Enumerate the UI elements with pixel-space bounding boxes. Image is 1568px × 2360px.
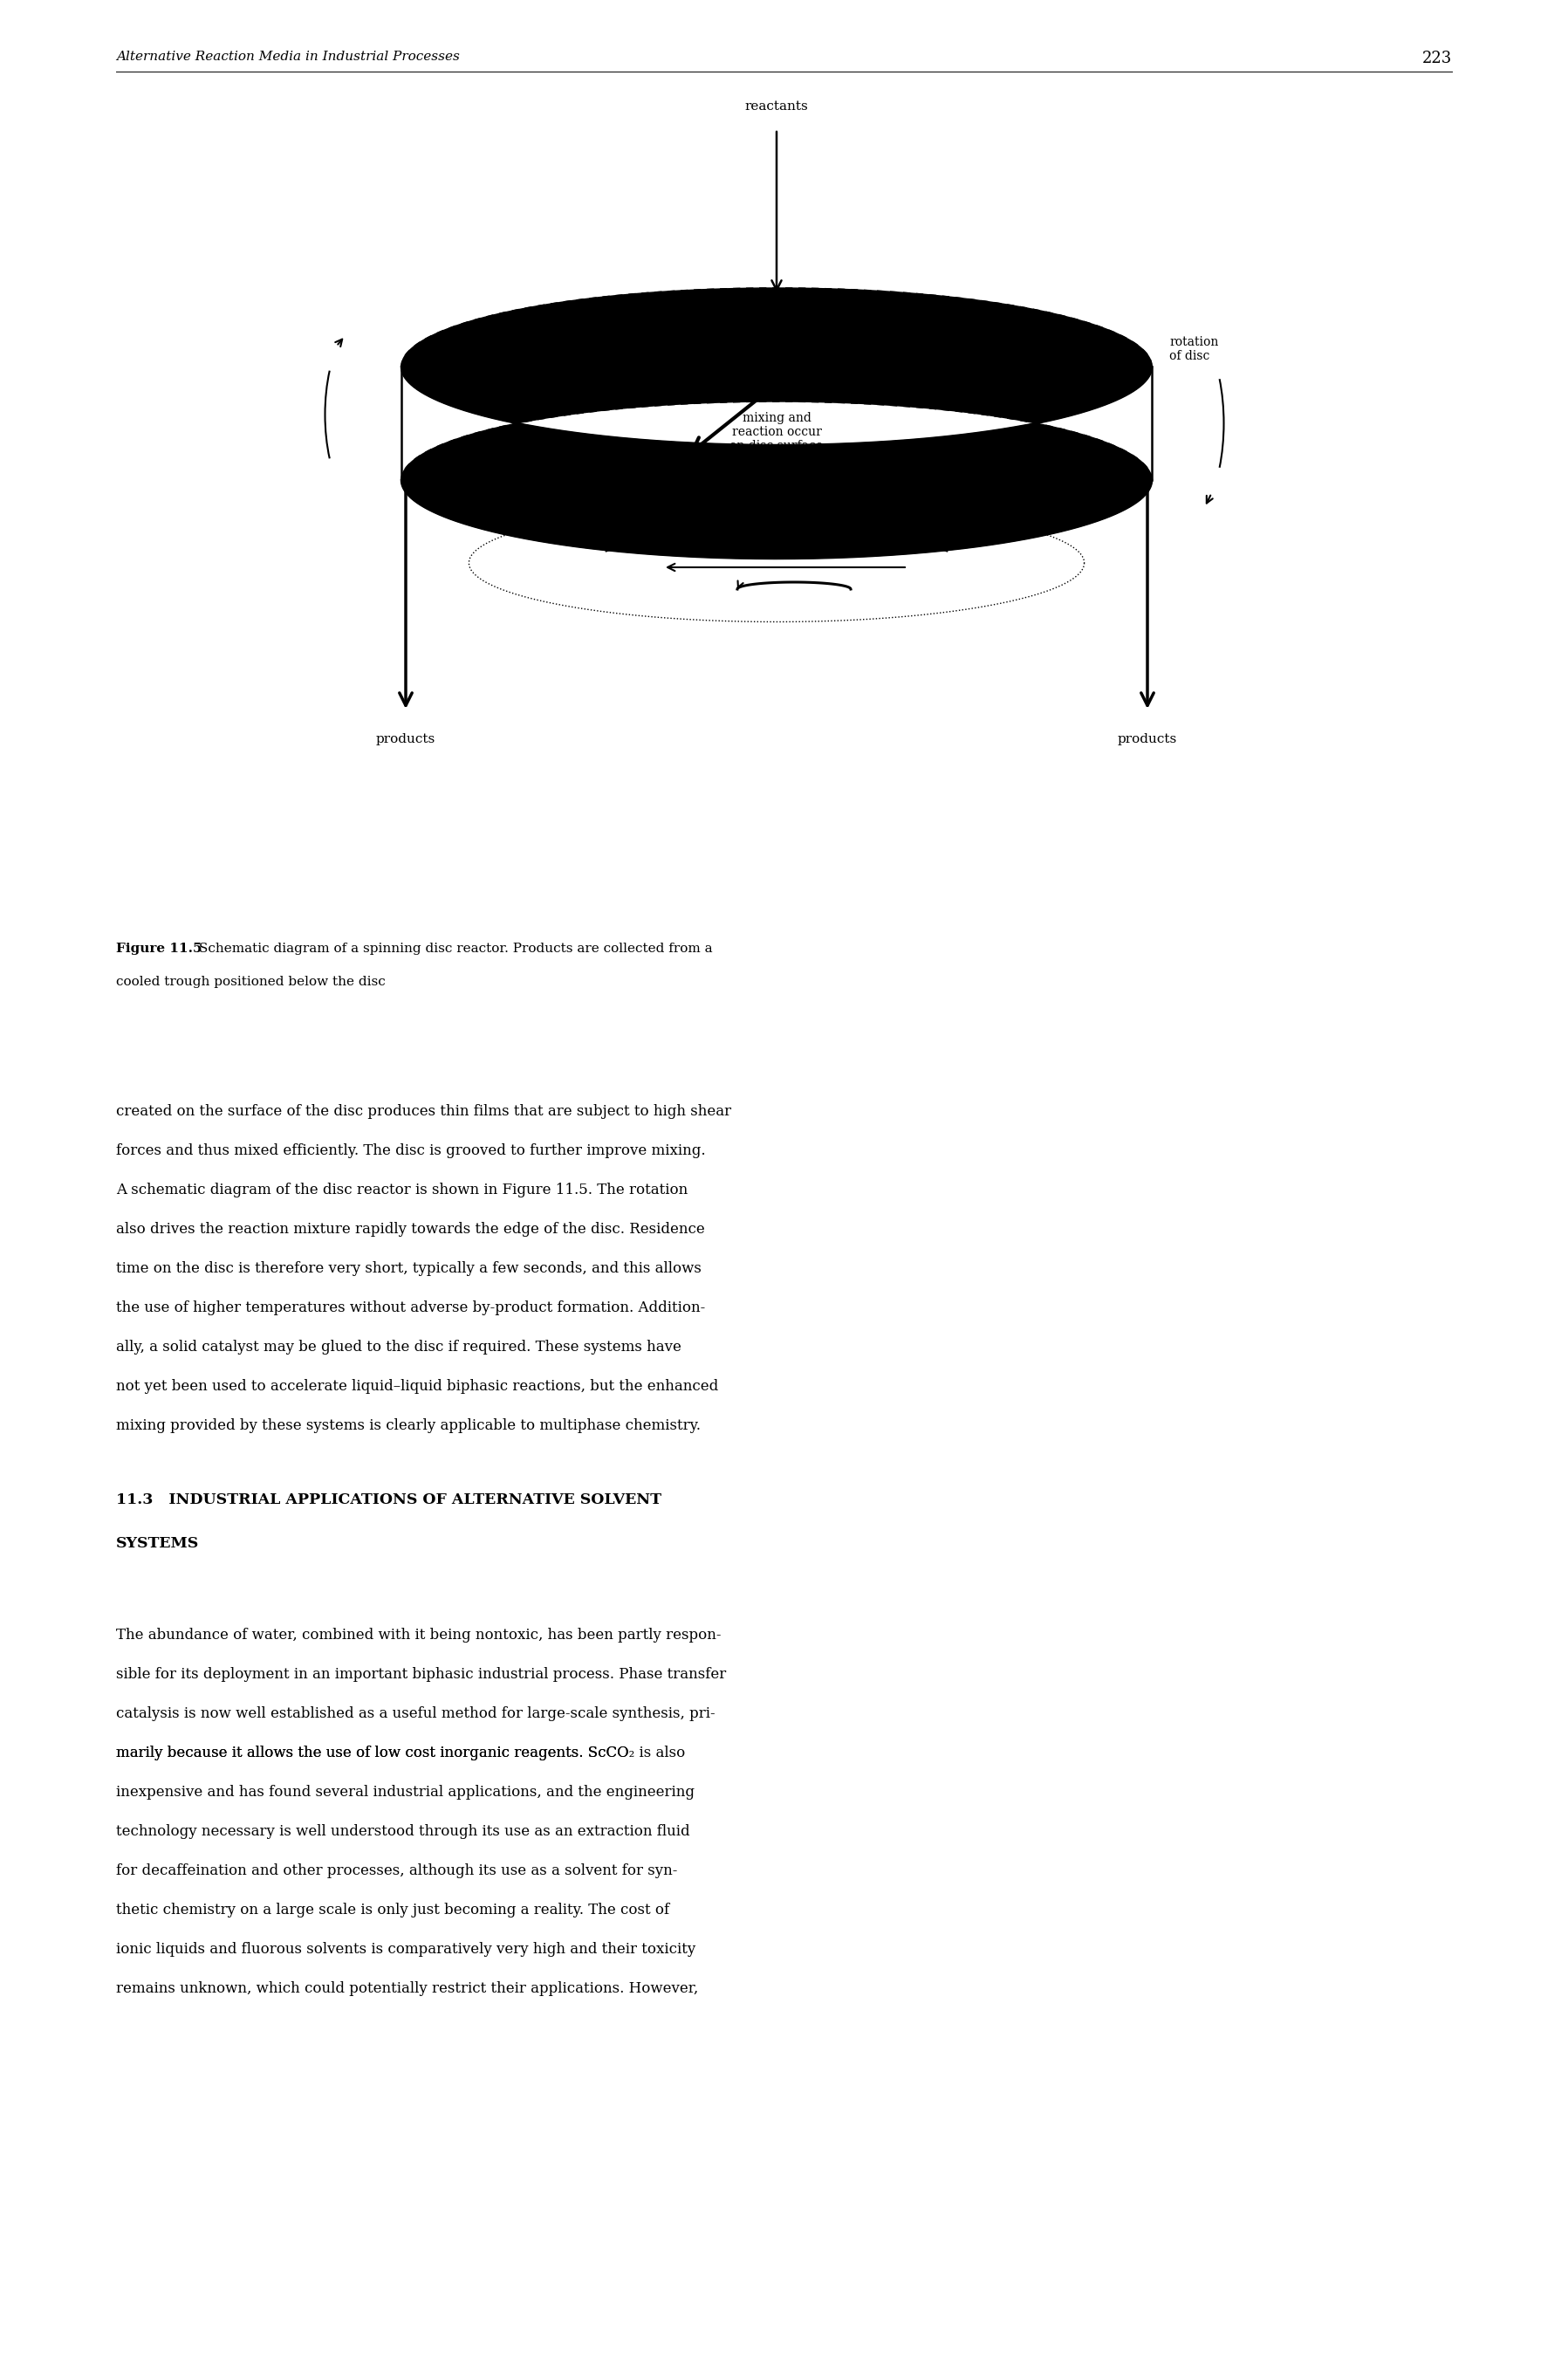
Text: forces and thus mixed efficiently. The disc is grooved to further improve mixing: forces and thus mixed efficiently. The d… [116,1142,706,1159]
Text: Schematic diagram of a spinning disc reactor. Products are collected from a: Schematic diagram of a spinning disc rea… [199,942,712,956]
Text: created on the surface of the disc produces thin films that are subject to high : created on the surface of the disc produ… [116,1104,731,1119]
Text: A schematic diagram of the disc reactor is shown in Figure 11.5. The rotation: A schematic diagram of the disc reactor … [116,1182,688,1197]
Text: 11.3   INDUSTRIAL APPLICATIONS OF ALTERNATIVE SOLVENT: 11.3 INDUSTRIAL APPLICATIONS OF ALTERNAT… [116,1492,662,1508]
Text: marily because it allows the use of low cost inorganic reagents. ScCO₂ is also: marily because it allows the use of low … [116,1746,685,1761]
Text: products: products [1118,734,1178,746]
Text: mixing provided by these systems is clearly applicable to multiphase chemistry.: mixing provided by these systems is clea… [116,1418,701,1433]
Text: products: products [376,734,436,746]
Text: mixing and
reaction occur
on disc surface: mixing and reaction occur on disc surfac… [729,411,823,453]
Text: SYSTEMS: SYSTEMS [116,1536,199,1551]
Text: the use of higher temperatures without adverse by-product formation. Addition-: the use of higher temperatures without a… [116,1300,706,1315]
Text: marily because it allows the use of low cost inorganic reagents. ScCO: marily because it allows the use of low … [116,1746,629,1761]
Text: The abundance of water, combined with it being nontoxic, has been partly respon-: The abundance of water, combined with it… [116,1628,721,1643]
Text: for decaffeination and other processes, although its use as a solvent for syn-: for decaffeination and other processes, … [116,1864,677,1879]
Text: technology necessary is well understood through its use as an extraction fluid: technology necessary is well understood … [116,1824,690,1838]
Text: ionic liquids and fluorous solvents is comparatively very high and their toxicit: ionic liquids and fluorous solvents is c… [116,1942,696,1956]
Text: also drives the reaction mixture rapidly towards the edge of the disc. Residence: also drives the reaction mixture rapidly… [116,1222,704,1237]
Text: not yet been used to accelerate liquid–liquid biphasic reactions, but the enhanc: not yet been used to accelerate liquid–l… [116,1378,718,1395]
Text: reactants: reactants [745,101,809,113]
Text: thetic chemistry on a large scale is only just becoming a reality. The cost of: thetic chemistry on a large scale is onl… [116,1902,670,1916]
Text: time on the disc is therefore very short, typically a few seconds, and this allo: time on the disc is therefore very short… [116,1260,701,1277]
Text: Alternative Reaction Media in Industrial Processes: Alternative Reaction Media in Industrial… [116,50,459,64]
Polygon shape [401,288,776,559]
Text: sible for its deployment in an important biphasic industrial process. Phase tran: sible for its deployment in an important… [116,1666,726,1683]
Polygon shape [776,288,1152,559]
Text: remains unknown, which could potentially restrict their applications. However,: remains unknown, which could potentially… [116,1980,698,1997]
Text: catalysis is now well established as a useful method for large-scale synthesis, : catalysis is now well established as a u… [116,1706,715,1720]
Text: rotation
of disc: rotation of disc [1170,335,1218,363]
Text: cooled trough positioned below the disc: cooled trough positioned below the disc [116,975,386,989]
Text: inexpensive and has found several industrial applications, and the engineering: inexpensive and has found several indust… [116,1784,695,1801]
Text: Figure 11.5: Figure 11.5 [116,942,202,956]
Text: ally, a solid catalyst may be glued to the disc if required. These systems have: ally, a solid catalyst may be glued to t… [116,1340,682,1355]
Text: 223: 223 [1422,50,1452,66]
